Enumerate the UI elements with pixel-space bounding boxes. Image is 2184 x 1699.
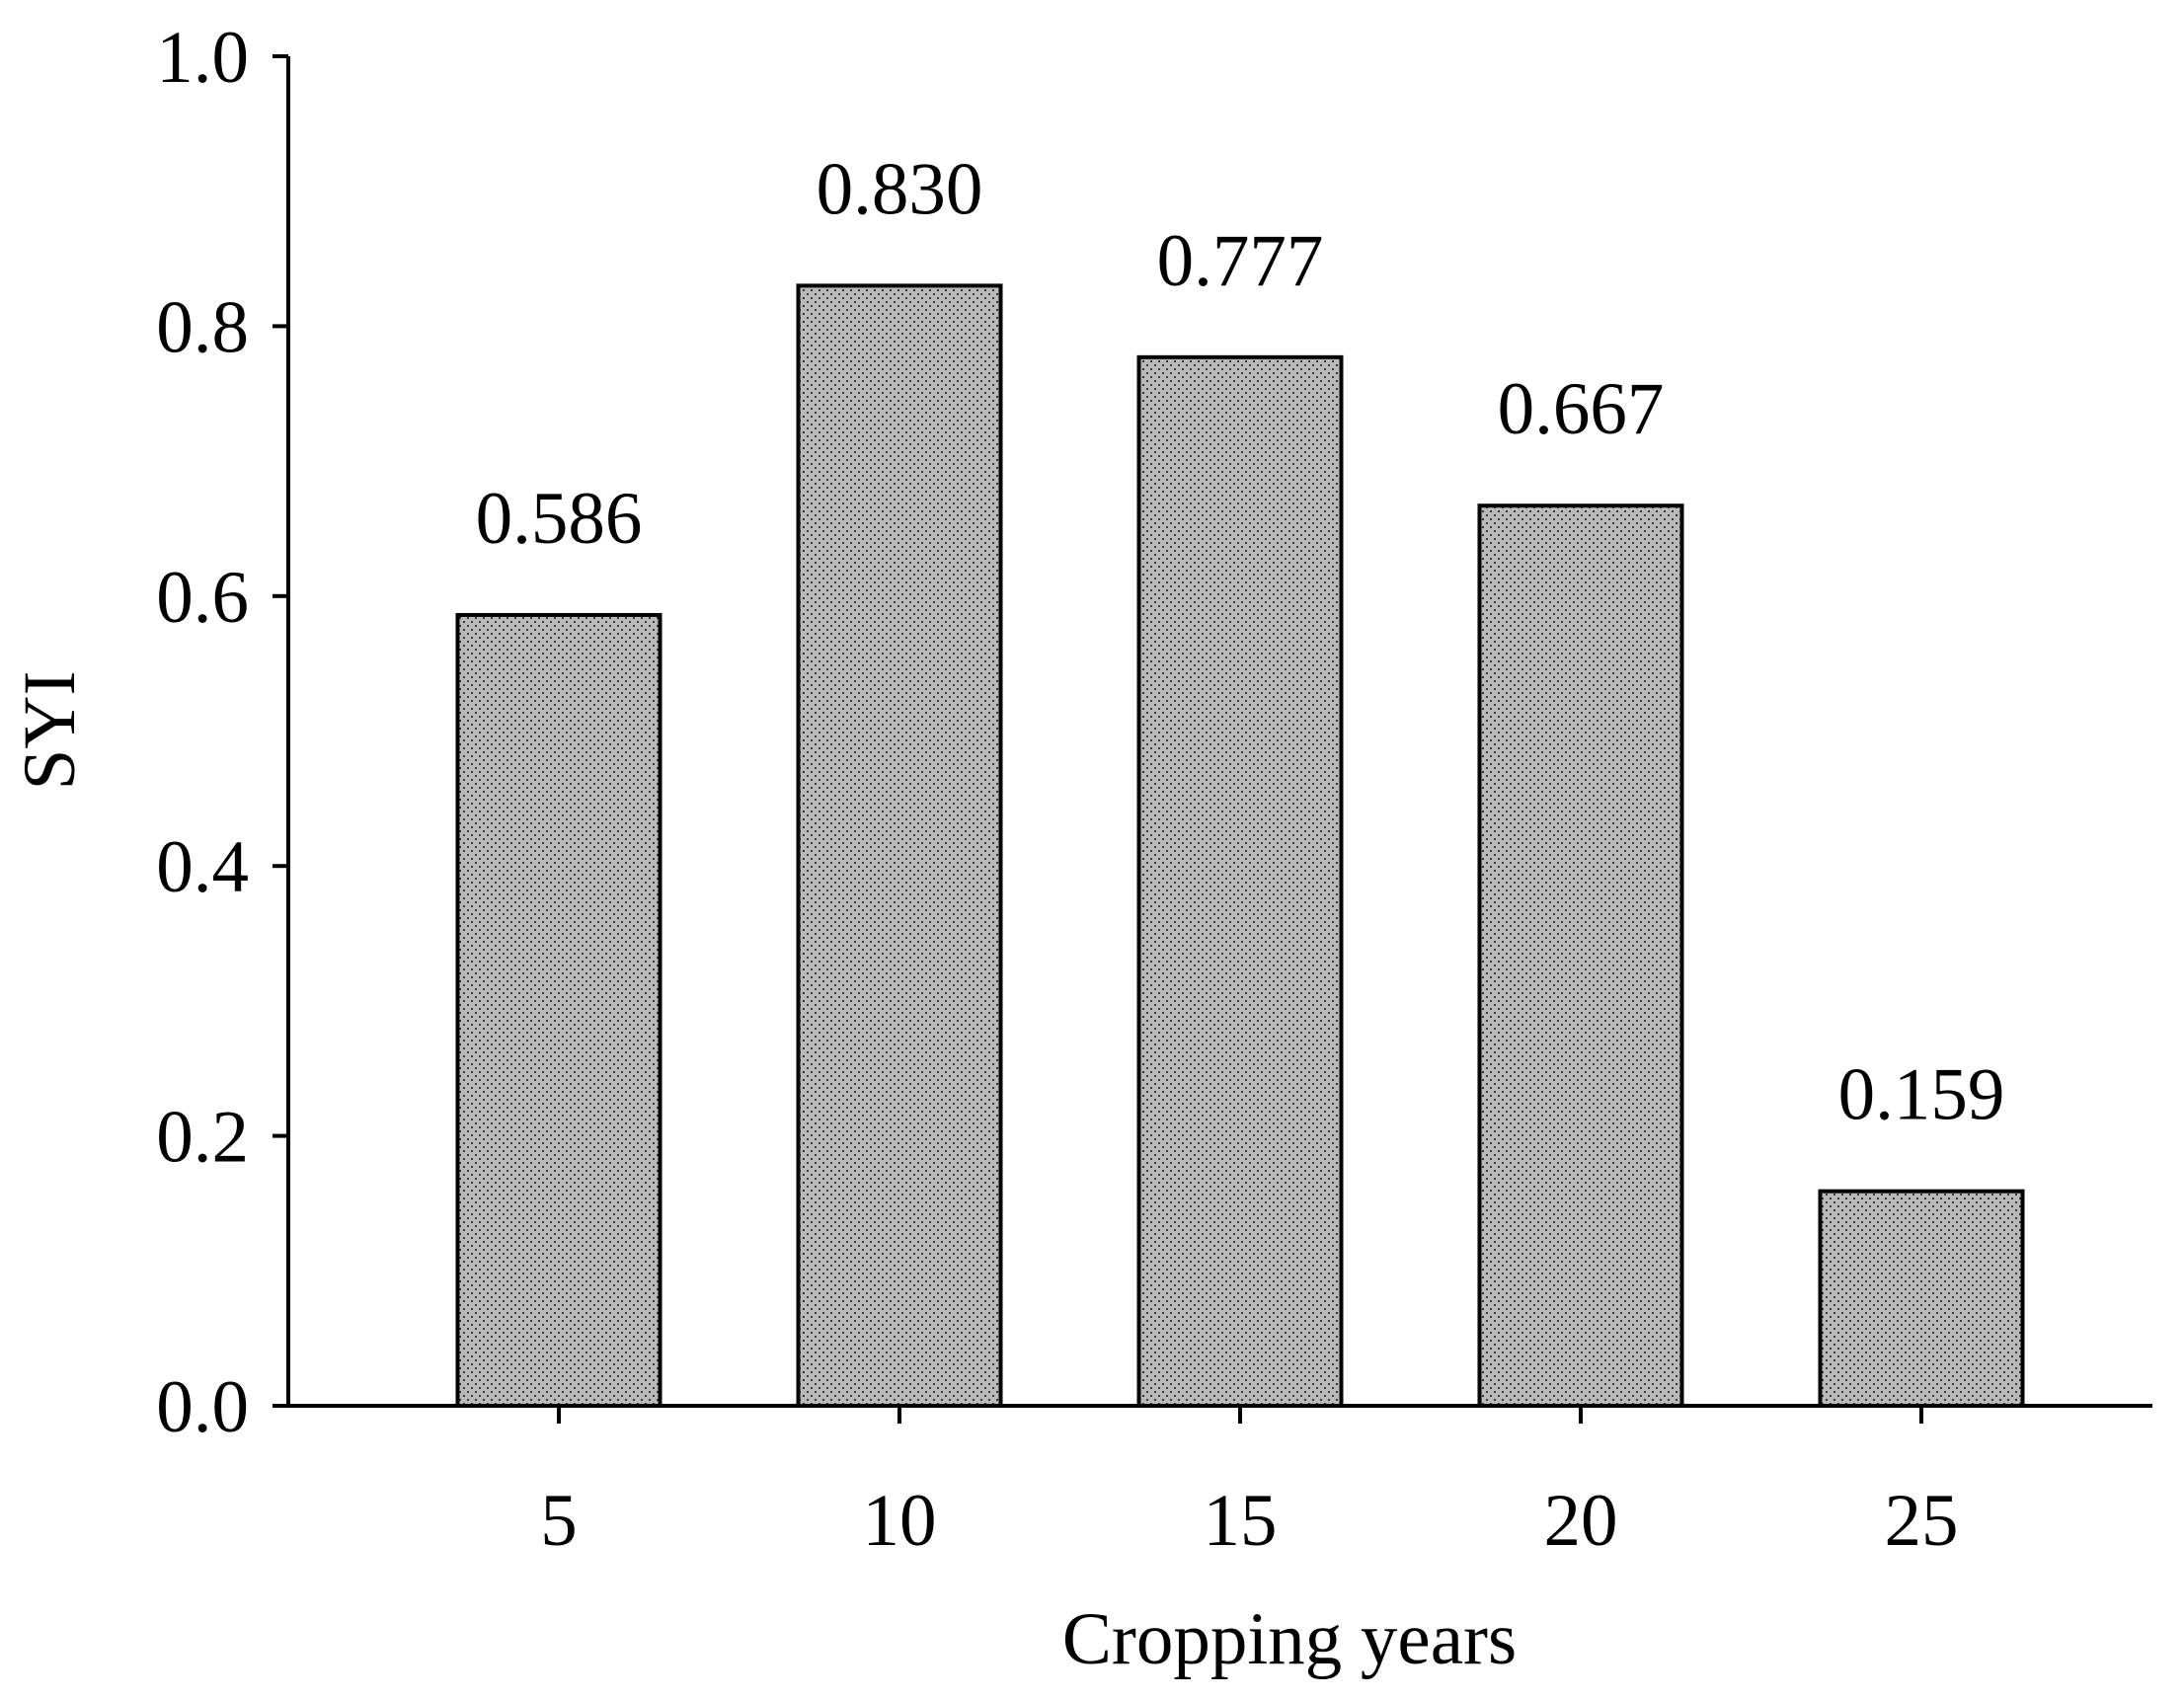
data-label-25: 0.159 — [1838, 1054, 2005, 1136]
bar-25 — [1818, 1189, 2025, 1408]
x-tick-label: 25 — [1885, 1480, 1959, 1562]
y-tick-label: 0.6 — [156, 557, 249, 639]
y-tick-label: 1.0 — [156, 17, 249, 99]
x-axis-ticks: 5 10 15 20 25 — [540, 1406, 1959, 1562]
bar-15 — [1136, 354, 1344, 1409]
data-label-5: 0.586 — [476, 478, 643, 560]
bar-20 — [1477, 503, 1684, 1408]
bar-series — [455, 283, 2025, 1409]
y-tick-label: 0.4 — [156, 826, 249, 908]
x-tick-label: 10 — [863, 1480, 937, 1562]
y-tick-label: 0.2 — [156, 1097, 249, 1179]
y-axis-title: SYI — [9, 671, 91, 791]
bar-10 — [796, 283, 1003, 1408]
bar-5 — [455, 612, 663, 1408]
data-label-10: 0.830 — [817, 148, 983, 230]
x-tick-label: 5 — [540, 1480, 578, 1562]
x-tick-label: 15 — [1204, 1480, 1278, 1562]
y-tick-label: 0.8 — [156, 286, 249, 368]
data-label-15: 0.777 — [1157, 220, 1324, 302]
data-label-20: 0.667 — [1498, 368, 1665, 450]
y-axis-ticks: 0.0 0.2 0.4 0.6 0.8 1.0 — [156, 17, 288, 1448]
y-tick-label: 0.0 — [156, 1366, 249, 1448]
x-axis-title: Cropping years — [1062, 1598, 1517, 1680]
data-labels: 0.586 0.830 0.777 0.667 0.159 — [476, 148, 2005, 1135]
x-tick-label: 20 — [1544, 1480, 1618, 1562]
